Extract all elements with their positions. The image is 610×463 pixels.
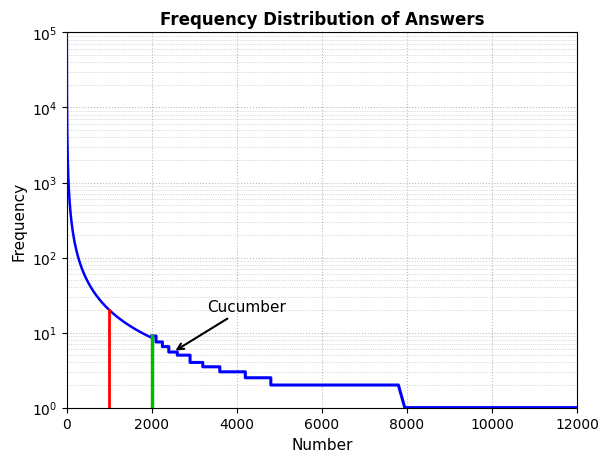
Text: Cucumber: Cucumber — [178, 300, 286, 350]
X-axis label: Number: Number — [291, 437, 353, 452]
Y-axis label: Frequency: Frequency — [11, 181, 26, 260]
Title: Frequency Distribution of Answers: Frequency Distribution of Answers — [160, 11, 484, 29]
